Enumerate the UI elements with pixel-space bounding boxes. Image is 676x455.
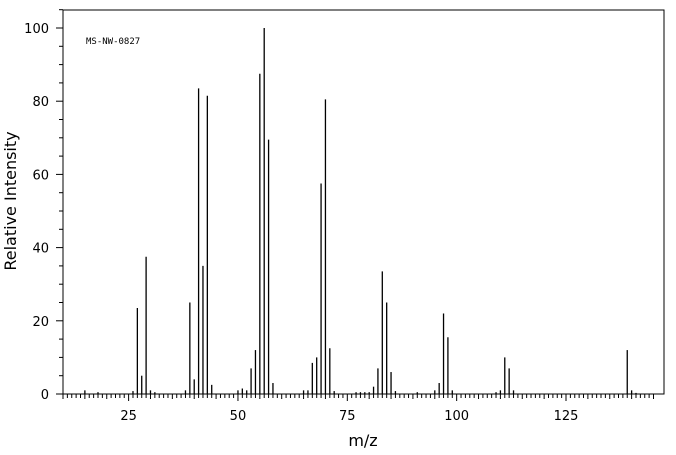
x-tick-label: 125	[554, 409, 579, 424]
minor-x-ticks	[62, 394, 654, 401]
x-tick-label: 50	[230, 409, 247, 424]
x-tick-label: 25	[120, 409, 137, 424]
y-tick-label: 40	[32, 242, 49, 257]
minor-y-ticks	[56, 9, 63, 395]
x-axis-ticks: 25 50 75 100 125	[120, 409, 578, 424]
y-axis-ticks: 0 20 40 60 80 100	[24, 22, 49, 403]
x-axis-label: m/z	[348, 431, 377, 450]
spectrum-id-annotation: MS-NW-0827	[86, 37, 140, 47]
y-tick-label: 20	[32, 315, 49, 330]
y-tick-label: 0	[41, 388, 49, 403]
y-tick-label: 80	[32, 95, 49, 110]
y-tick-label: 100	[24, 22, 49, 37]
plot-frame	[62, 9, 665, 395]
x-tick-label: 75	[339, 409, 356, 424]
y-axis-label: Relative Intensity	[1, 131, 20, 270]
spectrum-peaks	[84, 28, 637, 394]
x-tick-label: 100	[444, 409, 469, 424]
y-tick-label: 60	[32, 168, 49, 183]
